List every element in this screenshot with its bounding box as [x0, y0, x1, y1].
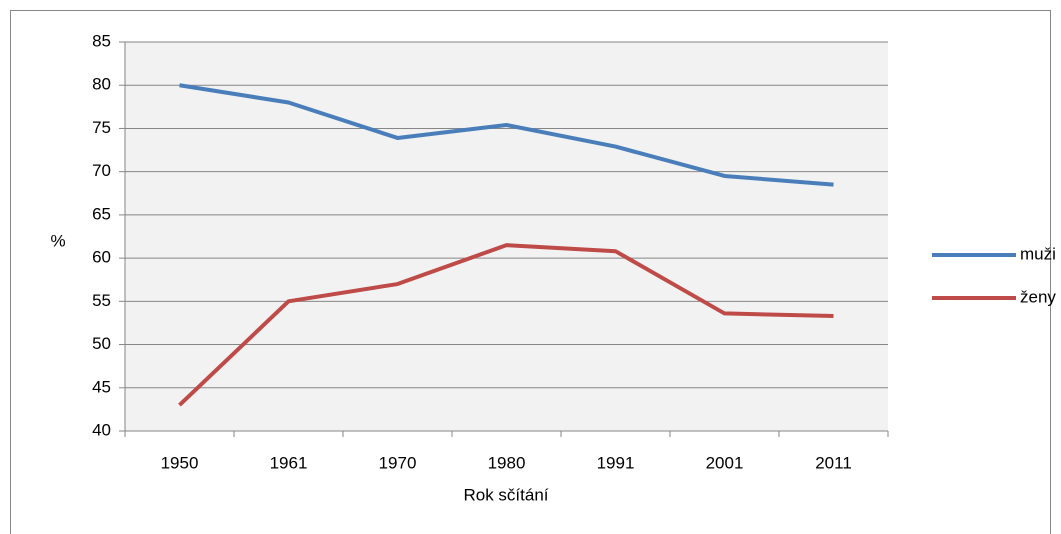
x-tick-label: 2001 [706, 453, 744, 472]
y-tick-label: 45 [92, 377, 111, 396]
y-tick-label: 75 [92, 118, 111, 137]
y-tick-label: 85 [92, 31, 111, 50]
x-tick-label: 1961 [270, 453, 308, 472]
plot-area [125, 42, 888, 431]
x-tick-label: 1980 [488, 453, 526, 472]
y-tick-label: 50 [92, 334, 111, 353]
series-line [178, 243, 834, 407]
y-tick-label: 80 [92, 75, 111, 94]
y-tick-label: 65 [92, 204, 111, 223]
x-tick-label: 2011 [815, 453, 852, 472]
legend-label: muži [1020, 244, 1056, 263]
y-tick-label: 40 [92, 420, 111, 439]
legend-label: ženy [1020, 287, 1056, 306]
y-tick-label: 60 [92, 248, 111, 267]
x-tick-label: 1970 [379, 453, 417, 472]
x-tick-label: 1950 [161, 453, 199, 472]
x-tick-label: 1991 [597, 453, 635, 472]
chart-frame [10, 10, 1051, 534]
y-tick-label: 70 [92, 161, 111, 180]
y-tick-label: 55 [92, 291, 111, 310]
y-axis-title: % [50, 231, 65, 250]
series-line [179, 83, 834, 187]
x-axis-title: Rok sčítání [463, 485, 548, 504]
